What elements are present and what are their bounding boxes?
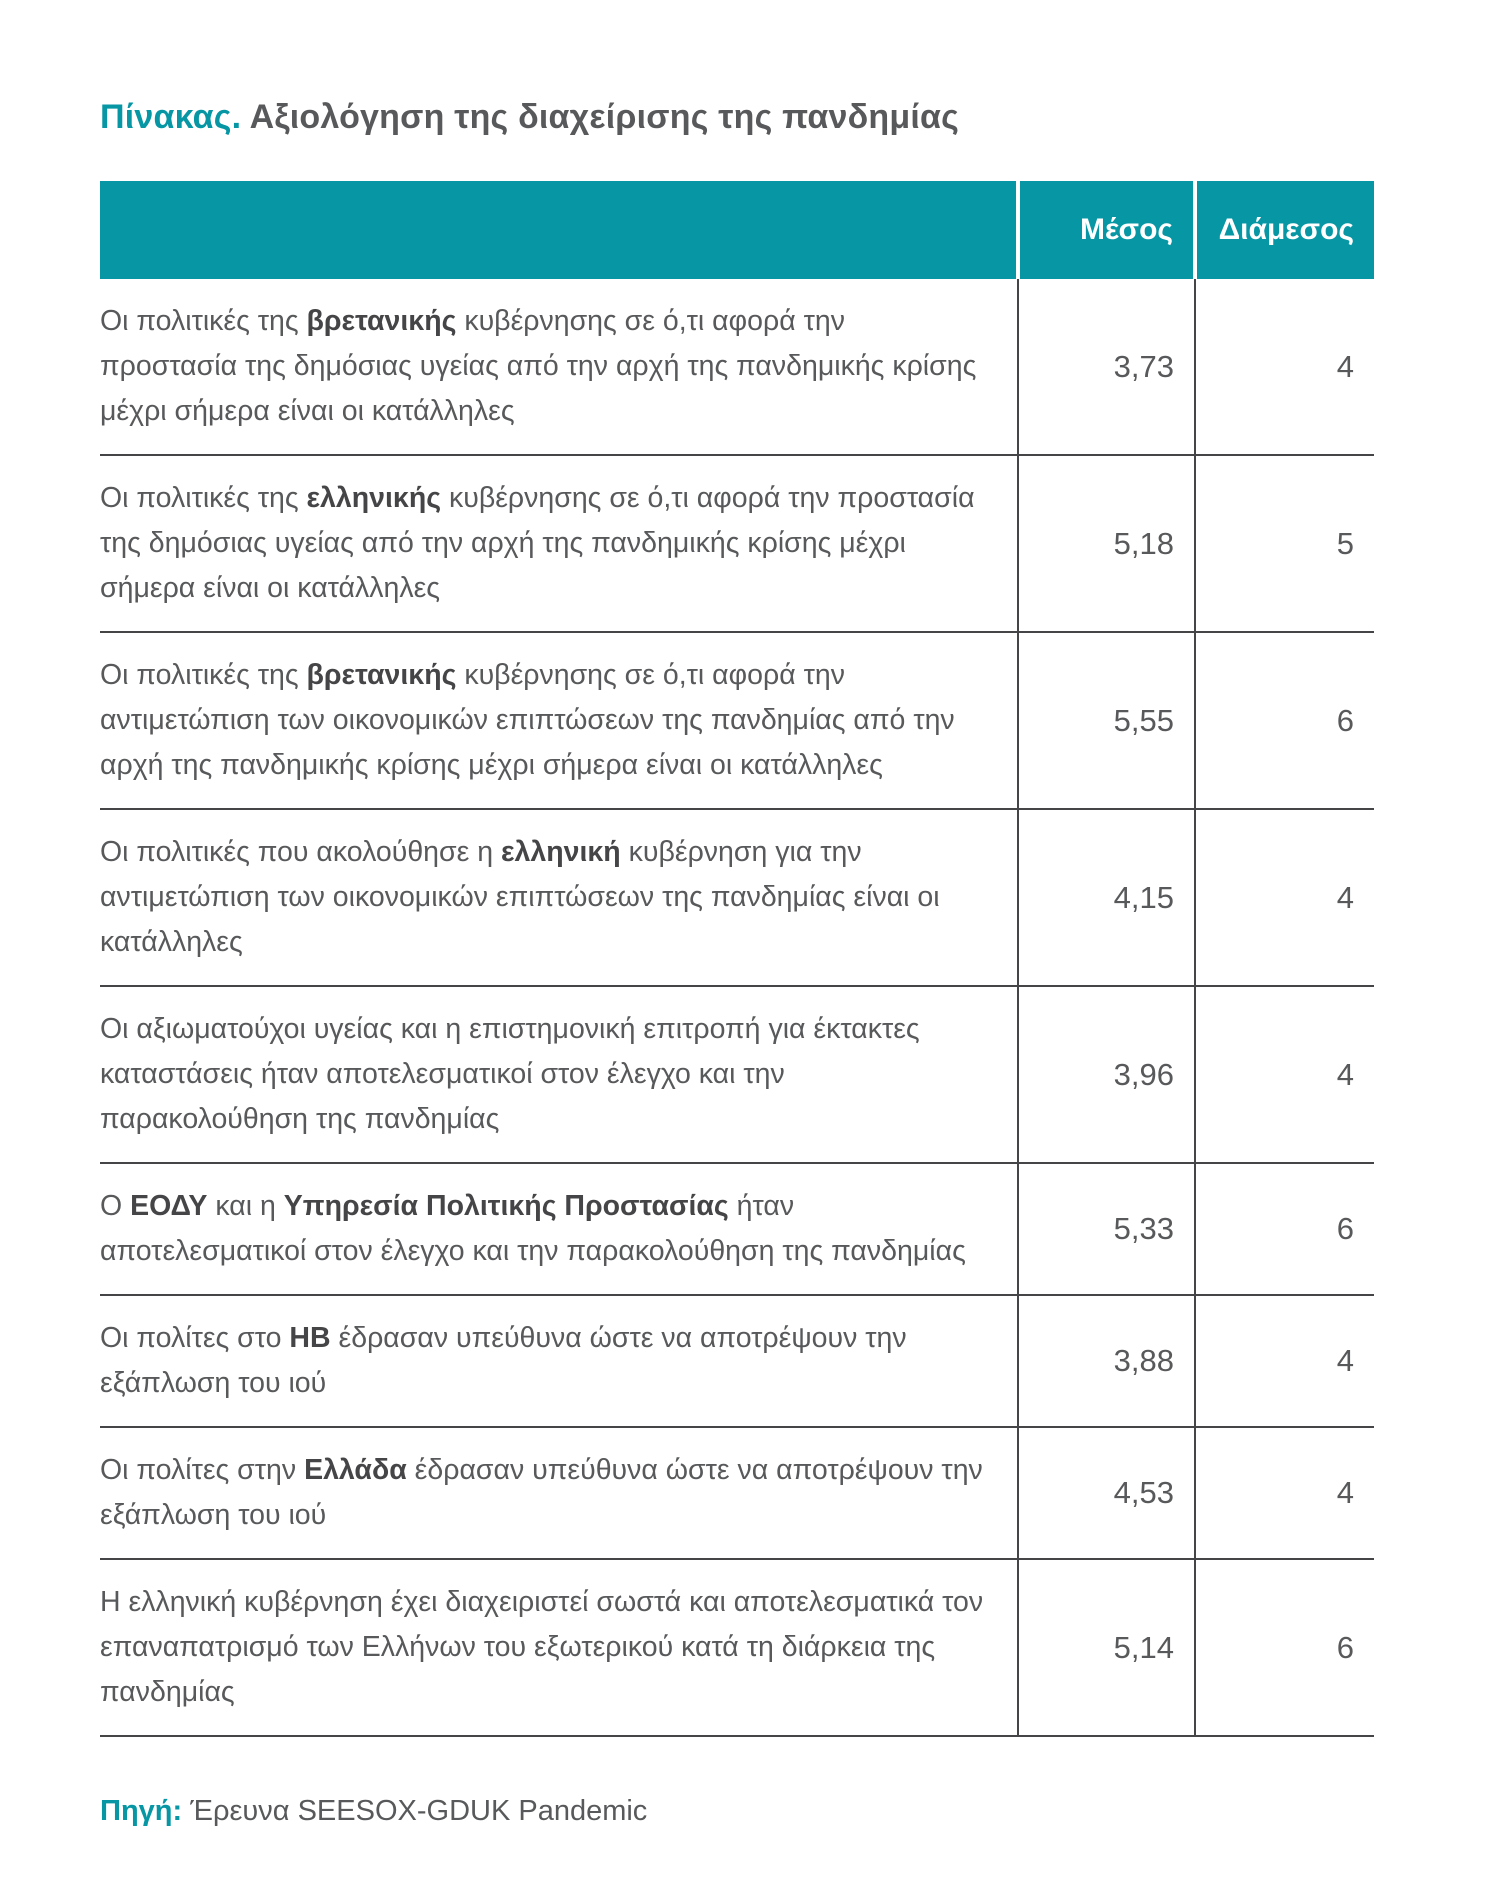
statement-emphasis: βρετανικής <box>306 305 457 337</box>
page-title: Πίνακας. Αξιολόγηση της διαχείρισης της … <box>100 98 1375 137</box>
median-value: 4 <box>1194 1427 1374 1560</box>
mean-value: 5,55 <box>1017 632 1195 810</box>
mean-value: 3,88 <box>1017 1295 1195 1428</box>
evaluation-table: Μέσος Διάμεσος Οι πολιτικές της βρετανικ… <box>100 181 1374 1737</box>
statement-emphasis: βρετανικής <box>306 659 457 691</box>
statement-emphasis: ελληνική <box>501 836 621 868</box>
statement-text: Οι πολίτες στην <box>100 1454 305 1486</box>
table-label: Πίνακας. <box>100 98 242 136</box>
table-row: Η ελληνική κυβέρνηση έχει διαχειριστεί σ… <box>100 1559 1374 1737</box>
table-row: Οι πολιτικές της βρετανικής κυβέρνησης σ… <box>100 279 1374 456</box>
median-value: 5 <box>1194 455 1374 633</box>
statement-text: Οι πολιτικές της <box>100 482 307 514</box>
statement-cell: Οι πολιτικές που ακολούθησε η ελληνική κ… <box>100 809 1018 987</box>
table-header: Μέσος Διάμεσος <box>100 181 1374 279</box>
statement-text: Η ελληνική κυβέρνηση έχει διαχειριστεί σ… <box>100 1586 984 1708</box>
mean-value: 5,33 <box>1017 1163 1195 1296</box>
statement-text: έδρασαν υπεύθυνα ώστε να αποτρέψουν την … <box>100 1454 983 1531</box>
statement-cell: Οι πολιτικές της βρετανικής κυβέρνησης σ… <box>100 279 1018 456</box>
source-label: Πηγή: <box>100 1795 183 1827</box>
statement-text: Οι πολίτες στο <box>100 1322 290 1354</box>
median-value: 4 <box>1194 809 1374 987</box>
statement-cell: Οι πολιτικές της ελληνικής κυβέρνησης σε… <box>100 455 1018 633</box>
median-value: 4 <box>1194 279 1374 456</box>
median-value: 4 <box>1194 1295 1374 1428</box>
mean-value: 5,14 <box>1017 1559 1195 1737</box>
statement-cell: Οι αξιωματούχοι υγείας και η επιστημονικ… <box>100 986 1018 1164</box>
statement-cell: Η ελληνική κυβέρνηση έχει διαχειριστεί σ… <box>100 1559 1018 1737</box>
mean-column-header: Μέσος <box>1016 181 1195 279</box>
median-value: 6 <box>1194 632 1374 810</box>
statement-cell: Οι πολίτες στην Ελλάδα έδρασαν υπεύθυνα … <box>100 1427 1018 1560</box>
title-text: Αξιολόγηση της διαχείρισης της πανδημίας <box>249 98 960 136</box>
table-row: Οι αξιωματούχοι υγείας και η επιστημονικ… <box>100 986 1374 1164</box>
statement-text: κυβέρνηση για την αντιμετώπιση των οικον… <box>100 836 940 958</box>
statement-emphasis: ΗΒ <box>289 1322 331 1354</box>
statement-cell: Οι πολίτες στο ΗΒ έδρασαν υπεύθυνα ώστε … <box>100 1295 1018 1428</box>
table-row: Οι πολίτες στο ΗΒ έδρασαν υπεύθυνα ώστε … <box>100 1295 1374 1428</box>
median-value: 6 <box>1194 1559 1374 1737</box>
statement-text: κυβέρνησης σε ό,τι αφορά την αντιμετώπισ… <box>100 659 955 781</box>
header-row: Μέσος Διάμεσος <box>100 181 1374 279</box>
statement-text: κυβέρνησης σε ό,τι αφορά την προστασία τ… <box>100 305 977 427</box>
table-row: Ο ΕΟΔΥ και η Υπηρεσία Πολιτικής Προστασί… <box>100 1163 1374 1296</box>
statement-text: έδρασαν υπεύθυνα ώστε να αποτρέψουν την … <box>100 1322 907 1399</box>
statement-text: ήταν αποτελεσματικοί στον έλεγχο και την… <box>100 1190 966 1267</box>
statement-text: Οι αξιωματούχοι υγείας και η επιστημονικ… <box>100 1013 920 1135</box>
statement-text: Οι πολιτικές που ακολούθησε η <box>100 836 502 868</box>
mean-value: 4,53 <box>1017 1427 1195 1560</box>
statement-column-header <box>100 181 1018 279</box>
statement-cell: Οι πολιτικές της βρετανικής κυβέρνησης σ… <box>100 632 1018 810</box>
statement-emphasis: Υπηρεσία Πολιτικής Προστασίας <box>283 1190 729 1222</box>
source-text: Έρευνα SEESOX-GDUK Pandemic <box>190 1795 648 1827</box>
statement-emphasis: ΕΟΔΥ <box>130 1190 208 1222</box>
statement-text: κυβέρνησης σε ό,τι αφορά την προστασία τ… <box>100 482 975 604</box>
table-row: Οι πολιτικές της ελληνικής κυβέρνησης σε… <box>100 455 1374 633</box>
mean-value: 4,15 <box>1017 809 1195 987</box>
table-row: Οι πολιτικές της βρετανικής κυβέρνησης σ… <box>100 632 1374 810</box>
statement-cell: Ο ΕΟΔΥ και η Υπηρεσία Πολιτικής Προστασί… <box>100 1163 1018 1296</box>
statement-emphasis: Ελλάδα <box>304 1454 407 1486</box>
table-row: Οι πολίτες στην Ελλάδα έδρασαν υπεύθυνα … <box>100 1427 1374 1560</box>
table-body: Οι πολιτικές της βρετανικής κυβέρνησης σ… <box>100 279 1374 1737</box>
mean-value: 3,73 <box>1017 279 1195 456</box>
statement-text: Οι πολιτικές της <box>100 305 307 337</box>
median-value: 6 <box>1194 1163 1374 1296</box>
median-column-header: Διάμεσος <box>1193 181 1374 279</box>
statement-text: και η <box>207 1190 284 1222</box>
statement-emphasis: ελληνικής <box>306 482 442 514</box>
statement-text: Ο <box>100 1190 131 1222</box>
statement-text: Οι πολιτικές της <box>100 659 307 691</box>
mean-value: 5,18 <box>1017 455 1195 633</box>
median-value: 4 <box>1194 986 1374 1164</box>
source-note: Πηγή: Έρευνα SEESOX-GDUK Pandemic <box>100 1795 1375 1828</box>
table-row: Οι πολιτικές που ακολούθησε η ελληνική κ… <box>100 809 1374 987</box>
mean-value: 3,96 <box>1017 986 1195 1164</box>
